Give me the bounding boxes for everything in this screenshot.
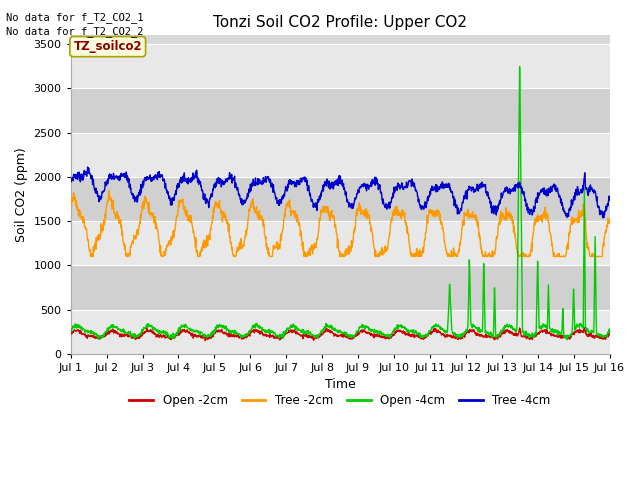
Text: No data for f_T2_CO2_2: No data for f_T2_CO2_2: [6, 26, 144, 37]
Text: TZ_soilco2: TZ_soilco2: [74, 40, 142, 53]
Y-axis label: Soil CO2 (ppm): Soil CO2 (ppm): [15, 147, 28, 242]
Legend: Open -2cm, Tree -2cm, Open -4cm, Tree -4cm: Open -2cm, Tree -2cm, Open -4cm, Tree -4…: [125, 389, 556, 411]
X-axis label: Time: Time: [324, 378, 355, 391]
Bar: [70, 44, 609, 88]
Bar: [70, 132, 609, 177]
Bar: [70, 177, 609, 221]
Bar: [70, 88, 609, 132]
Text: No data for f_T2_CO2_1: No data for f_T2_CO2_1: [6, 12, 144, 23]
Bar: [70, 221, 609, 265]
Bar: [70, 310, 609, 354]
Title: Tonzi Soil CO2 Profile: Upper CO2: Tonzi Soil CO2 Profile: Upper CO2: [213, 15, 467, 30]
Bar: [70, 265, 609, 310]
